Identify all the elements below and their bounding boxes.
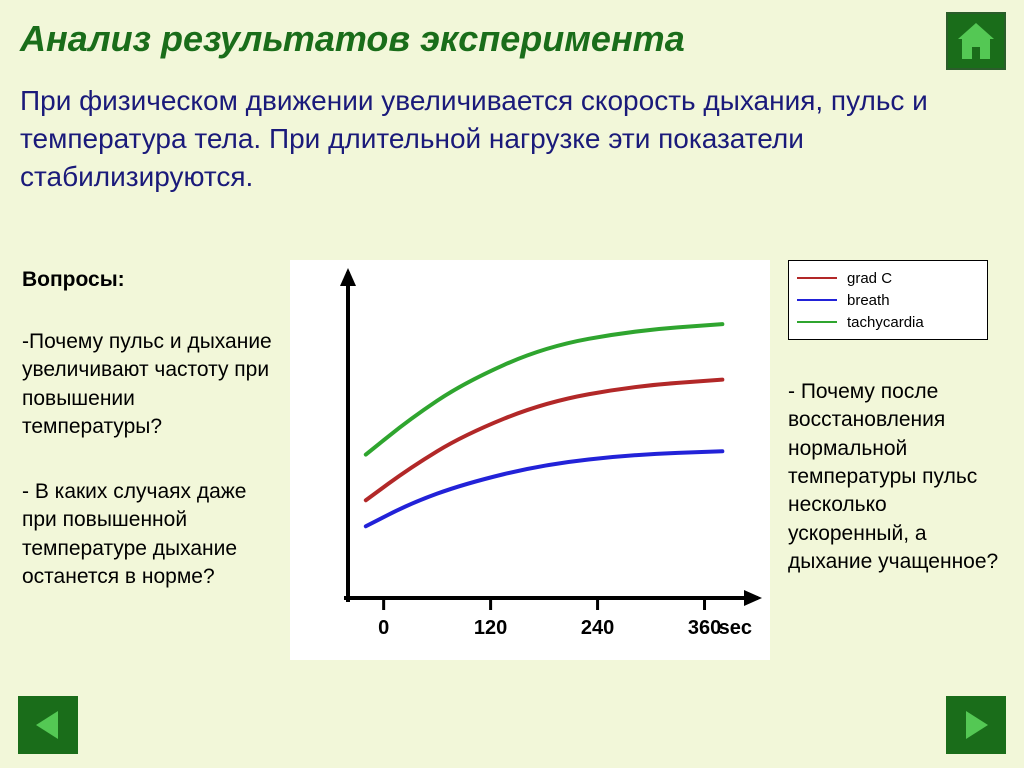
chart: 0 120 240 360sec [290, 260, 770, 660]
legend: grad C breath tachycardia [788, 260, 988, 340]
legend-item: grad C [797, 267, 979, 289]
question-1: -Почему пульс и дыхание увеличивают част… [22, 328, 272, 441]
legend-item: tachycardia [797, 311, 979, 333]
legend-label: grad C [847, 270, 892, 287]
svg-text:120: 120 [474, 617, 507, 639]
legend-swatch-icon [797, 321, 837, 323]
legend-swatch-icon [797, 277, 837, 279]
legend-swatch-icon [797, 299, 837, 301]
prev-button[interactable] [18, 696, 78, 754]
question-3: - Почему после восстановления нормальной… [788, 378, 1008, 576]
svg-text:360: 360 [688, 617, 721, 639]
legend-label: breath [847, 292, 890, 309]
svg-text:sec: sec [719, 617, 752, 639]
legend-label: tachycardia [847, 314, 924, 331]
question-2: - В каких случаях даже при повышенной те… [22, 478, 282, 591]
home-button[interactable] [946, 12, 1006, 70]
arrow-left-icon [28, 705, 68, 745]
svg-text:240: 240 [581, 617, 614, 639]
svg-text:0: 0 [378, 617, 389, 639]
questions-header: Вопросы: [22, 268, 125, 292]
arrow-right-icon [956, 705, 996, 745]
next-button[interactable] [946, 696, 1006, 754]
intro-text: При физическом движении увеличивается ск… [20, 82, 990, 195]
legend-item: breath [797, 289, 979, 311]
home-icon [954, 19, 998, 63]
page-title: Анализ результатов эксперимента [20, 18, 685, 60]
